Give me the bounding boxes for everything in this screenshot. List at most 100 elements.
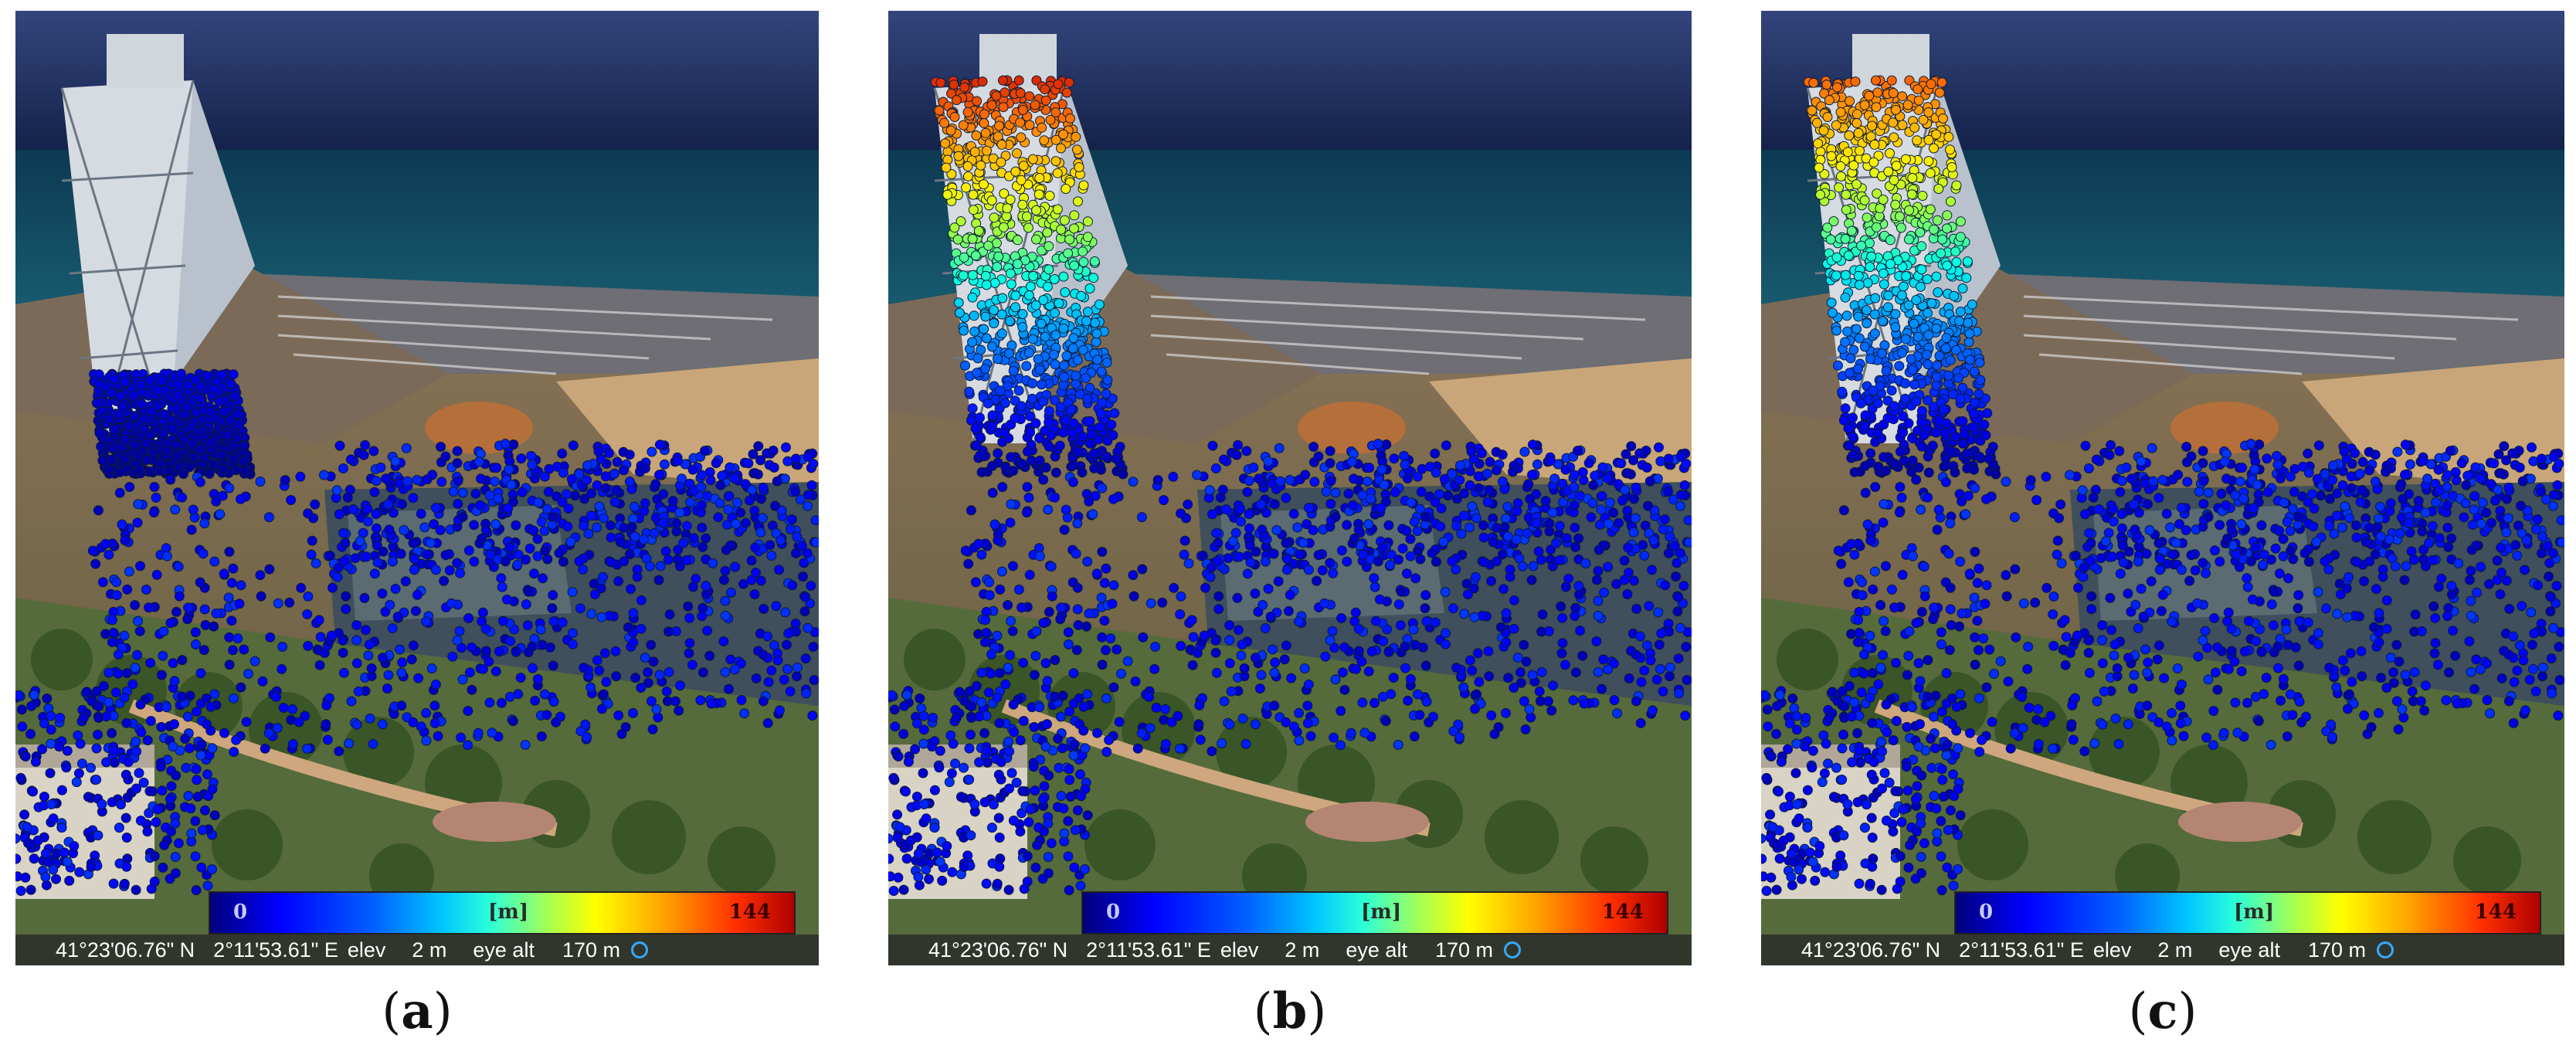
scatterer-point <box>701 589 711 600</box>
scatterer-point <box>1080 784 1091 795</box>
scatterer-point <box>51 874 61 884</box>
scatterer-point <box>1019 884 1030 894</box>
scatterer-point <box>490 666 501 677</box>
scatterer-point <box>1509 595 1519 606</box>
scatterer-point <box>1503 673 1514 684</box>
scatterer-point <box>157 375 168 386</box>
scatterer-point <box>1050 691 1061 702</box>
scatterer-point <box>997 293 1008 304</box>
scatterer-point <box>1495 622 1506 633</box>
scatterer-point <box>155 762 166 772</box>
scatterer-point <box>124 421 134 431</box>
scatterer-point <box>202 719 212 730</box>
scatterer-point <box>986 649 996 660</box>
scatterer-point <box>1151 702 1162 713</box>
scatterer-point <box>918 738 929 749</box>
scatterer-point <box>1058 803 1069 814</box>
scatterer-point <box>1149 663 1160 674</box>
scatterer-point <box>429 717 440 728</box>
scatterer-point <box>1033 189 1044 200</box>
scatterer-point <box>191 885 202 896</box>
scatterer-point <box>697 470 707 480</box>
elev-label: elev <box>1220 938 1259 962</box>
scatterer-point <box>888 853 894 864</box>
scatterer-point <box>1349 533 1360 544</box>
scatterer-point <box>382 684 392 694</box>
scatterer-point <box>350 553 361 564</box>
scatterer-point <box>585 682 596 693</box>
scatterer-point <box>968 205 979 215</box>
scatterer-point <box>1101 388 1112 399</box>
scatterer-point <box>751 568 761 578</box>
scatterer-point <box>684 648 694 659</box>
scatterer-point <box>107 615 118 626</box>
scatterer-point <box>1464 655 1475 666</box>
scatterer-point <box>1370 616 1381 626</box>
scatterer-point <box>1089 256 1100 266</box>
scatterer-point <box>463 706 473 716</box>
scatterer-point <box>1061 351 1072 361</box>
scatterer-point <box>989 277 1000 288</box>
scatterer-point <box>1281 493 1291 504</box>
scatterer-point <box>973 538 984 549</box>
scatterer-point <box>476 473 486 484</box>
scatterer-point <box>970 250 981 261</box>
scatterer-point <box>610 646 621 656</box>
scatterer-point <box>655 561 666 572</box>
scatterer-point <box>1215 492 1226 503</box>
scatterer-point <box>596 583 606 594</box>
scatterer-point <box>1050 330 1061 341</box>
scatterer-point <box>1621 449 1631 460</box>
scatterer-point <box>144 430 155 440</box>
scatterer-point <box>1072 518 1083 529</box>
scatterer-point <box>1088 273 1099 283</box>
scatterer-point <box>191 407 202 418</box>
scatterer-point <box>1074 389 1085 399</box>
scatterer-point <box>1023 222 1033 233</box>
scatterer-point <box>620 722 631 732</box>
scatterer-point <box>228 563 239 574</box>
scatterer-point <box>966 701 977 712</box>
scatterer-point <box>1597 490 1607 501</box>
scatterer-point <box>124 566 134 577</box>
scatterer-point <box>469 520 480 531</box>
scatterer-point <box>147 406 158 416</box>
scatterer-point <box>1273 576 1284 587</box>
scatterer-point <box>1232 592 1243 603</box>
scatterer-point <box>612 456 623 467</box>
scatterer-point <box>1329 643 1339 653</box>
scatterer-point <box>1464 522 1475 533</box>
scatterer-point <box>972 96 983 107</box>
scatterer-point <box>701 581 711 591</box>
scatterer-point <box>996 757 1006 768</box>
streaming-ring-icon <box>1504 941 1521 958</box>
scatterer-point <box>792 662 803 673</box>
scatterer-point <box>958 270 969 281</box>
scatterer-point <box>1501 637 1512 648</box>
scatterer-point <box>1006 616 1016 626</box>
scatterer-point <box>1054 298 1064 309</box>
scatterer-point <box>173 561 184 572</box>
scatterer-point <box>1210 463 1221 473</box>
scatterer-point <box>582 731 592 742</box>
scatterer-point <box>1101 451 1112 462</box>
scatterer-point <box>464 667 475 678</box>
scatterer-point <box>1031 234 1041 245</box>
scatterer-point <box>982 757 993 768</box>
scatterer-point <box>996 309 1007 320</box>
scatterer-point <box>579 521 589 531</box>
scatterer-point <box>1108 430 1118 440</box>
scatterer-point <box>1478 532 1489 543</box>
scatterer-point <box>976 667 987 678</box>
scatterer-point <box>996 157 1006 168</box>
scatterer-point <box>215 509 226 520</box>
scatterer-point <box>970 423 981 434</box>
scatterer-point <box>636 683 647 693</box>
scatterer-point <box>232 409 243 419</box>
scatterer-point <box>921 864 932 875</box>
scatterer-point <box>1388 673 1399 683</box>
scatterer-point <box>944 777 955 788</box>
scatterer-point <box>986 195 997 205</box>
scatterer-point <box>480 524 491 535</box>
scatterer-point <box>324 551 335 561</box>
